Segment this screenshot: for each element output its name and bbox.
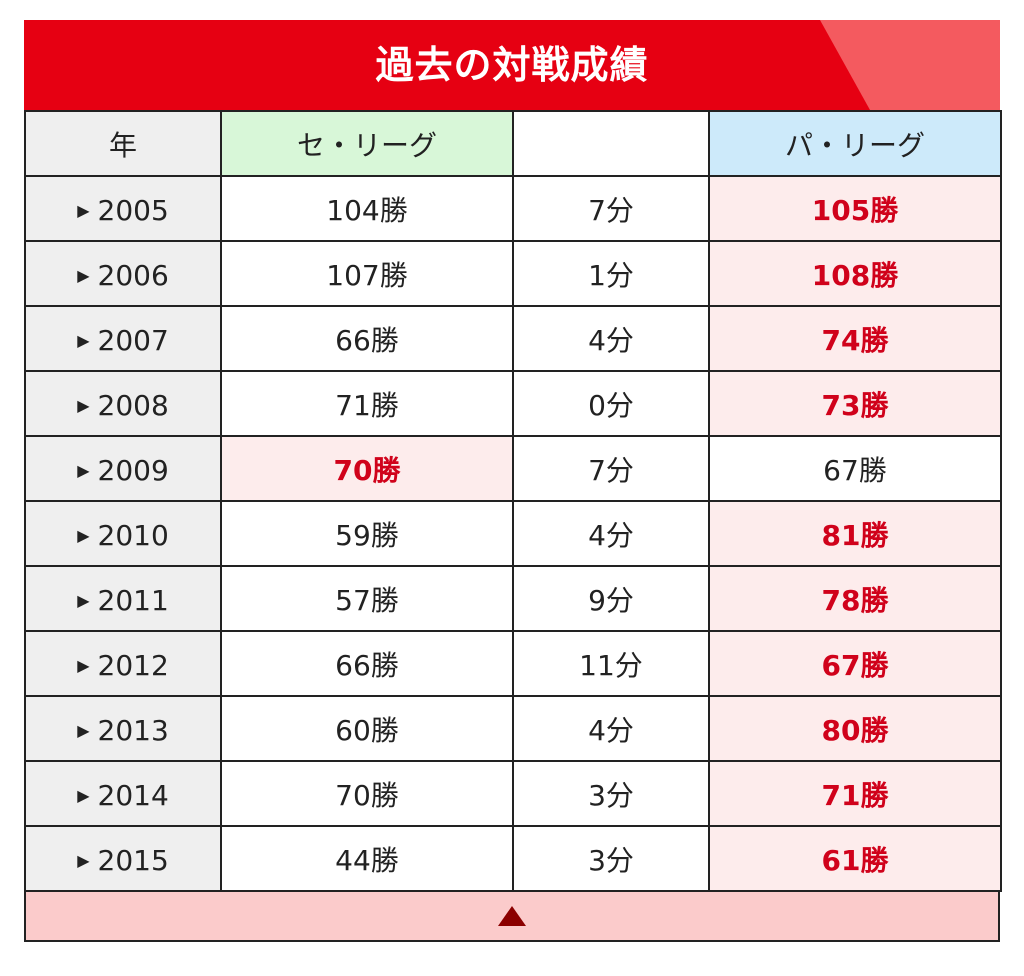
column-header-pacific-league: パ・リーグ [708, 110, 1002, 177]
column-header-year: 年 [24, 110, 222, 177]
year-link[interactable]: ▶ 2009 [77, 454, 169, 487]
year-label: 2006 [97, 259, 169, 292]
year-link[interactable]: ▶ 2014 [77, 779, 169, 812]
column-header-draws [512, 110, 710, 177]
table-row: ▶ 2013 60勝 4分 80勝 [24, 695, 1002, 762]
triangle-right-icon: ▶ [77, 331, 90, 350]
year-link[interactable]: ▶ 2010 [77, 519, 169, 552]
draws-count: 4分 [512, 500, 710, 567]
pacific-league-wins: 105勝 [708, 175, 1002, 242]
draws-count: 9分 [512, 565, 710, 632]
year-label: 2009 [97, 454, 169, 487]
draws-count: 1分 [512, 240, 710, 307]
year-label: 2014 [97, 779, 169, 812]
year-label: 2011 [97, 584, 169, 617]
year-link[interactable]: ▶ 2013 [77, 714, 169, 747]
triangle-right-icon: ▶ [77, 396, 90, 415]
table-row: ▶ 2005 104勝 7分 105勝 [24, 175, 1002, 242]
table-row: ▶ 2008 71勝 0分 73勝 [24, 370, 1002, 437]
central-league-wins: 44勝 [220, 825, 514, 892]
triangle-right-icon: ▶ [77, 266, 90, 285]
table-row: ▶ 2007 66勝 4分 74勝 [24, 305, 1002, 372]
year-label: 2008 [97, 389, 169, 422]
pacific-league-wins: 67勝 [708, 435, 1002, 502]
year-cell[interactable]: ▶ 2014 [24, 760, 222, 827]
draws-count: 7分 [512, 435, 710, 502]
year-label: 2012 [97, 649, 169, 682]
table-row: ▶ 2010 59勝 4分 81勝 [24, 500, 1002, 567]
central-league-wins: 57勝 [220, 565, 514, 632]
year-cell[interactable]: ▶ 2009 [24, 435, 222, 502]
year-cell[interactable]: ▶ 2006 [24, 240, 222, 307]
pacific-league-wins: 74勝 [708, 305, 1002, 372]
draws-count: 4分 [512, 695, 710, 762]
year-cell[interactable]: ▶ 2011 [24, 565, 222, 632]
central-league-wins: 59勝 [220, 500, 514, 567]
triangle-right-icon: ▶ [77, 591, 90, 610]
pacific-league-wins: 81勝 [708, 500, 1002, 567]
central-league-wins: 104勝 [220, 175, 514, 242]
central-league-wins: 60勝 [220, 695, 514, 762]
pacific-league-wins: 67勝 [708, 630, 1002, 697]
year-link[interactable]: ▶ 2011 [77, 584, 169, 617]
year-link[interactable]: ▶ 2006 [77, 259, 169, 292]
table-header-row: 年 セ・リーグ パ・リーグ [24, 110, 1002, 177]
table-footer [24, 892, 1000, 942]
history-panel: 過去の対戦成績 年 セ・リーグ パ・リーグ ▶ 2005 104勝 7分 105勝 ▶ 20… [24, 20, 1002, 942]
central-league-wins: 66勝 [220, 305, 514, 372]
year-label: 2010 [97, 519, 169, 552]
year-link[interactable]: ▶ 2008 [77, 389, 169, 422]
column-header-central-league: セ・リーグ [220, 110, 514, 177]
triangle-right-icon: ▶ [77, 786, 90, 805]
triangle-right-icon: ▶ [77, 461, 90, 480]
pacific-league-wins: 80勝 [708, 695, 1002, 762]
pacific-league-wins: 78勝 [708, 565, 1002, 632]
pacific-league-wins: 61勝 [708, 825, 1002, 892]
year-link[interactable]: ▶ 2012 [77, 649, 169, 682]
year-link[interactable]: ▶ 2005 [77, 194, 169, 227]
year-cell[interactable]: ▶ 2010 [24, 500, 222, 567]
year-label: 2013 [97, 714, 169, 747]
draws-count: 3分 [512, 825, 710, 892]
table-row: ▶ 2006 107勝 1分 108勝 [24, 240, 1002, 307]
triangle-right-icon: ▶ [77, 851, 90, 870]
table-row: ▶ 2014 70勝 3分 71勝 [24, 760, 1002, 827]
year-link[interactable]: ▶ 2015 [77, 844, 169, 877]
year-cell[interactable]: ▶ 2007 [24, 305, 222, 372]
year-label: 2015 [97, 844, 169, 877]
table-row: ▶ 2011 57勝 9分 78勝 [24, 565, 1002, 632]
draws-count: 0分 [512, 370, 710, 437]
central-league-wins: 107勝 [220, 240, 514, 307]
year-cell[interactable]: ▶ 2008 [24, 370, 222, 437]
triangle-right-icon: ▶ [77, 526, 90, 545]
triangle-right-icon: ▶ [77, 201, 90, 220]
central-league-wins: 66勝 [220, 630, 514, 697]
triangle-right-icon: ▶ [77, 656, 90, 675]
table-row: ▶ 2015 44勝 3分 61勝 [24, 825, 1002, 892]
pacific-league-wins: 73勝 [708, 370, 1002, 437]
triangle-up-icon[interactable] [498, 906, 526, 926]
year-label: 2007 [97, 324, 169, 357]
draws-count: 4分 [512, 305, 710, 372]
pacific-league-wins: 71勝 [708, 760, 1002, 827]
year-cell[interactable]: ▶ 2012 [24, 630, 222, 697]
year-link[interactable]: ▶ 2007 [77, 324, 169, 357]
year-cell[interactable]: ▶ 2005 [24, 175, 222, 242]
triangle-right-icon: ▶ [77, 721, 90, 740]
pacific-league-wins: 108勝 [708, 240, 1002, 307]
central-league-wins: 71勝 [220, 370, 514, 437]
table-row: ▶ 2012 66勝 11分 67勝 [24, 630, 1002, 697]
panel-title: 過去の対戦成績 [375, 43, 649, 87]
results-table: 年 セ・リーグ パ・リーグ ▶ 2005 104勝 7分 105勝 ▶ 2006 107勝 1分… [24, 110, 1002, 892]
year-cell[interactable]: ▶ 2015 [24, 825, 222, 892]
table-row: ▶ 2009 70勝 7分 67勝 [24, 435, 1002, 502]
draws-count: 7分 [512, 175, 710, 242]
year-label: 2005 [97, 194, 169, 227]
central-league-wins: 70勝 [220, 435, 514, 502]
year-cell[interactable]: ▶ 2013 [24, 695, 222, 762]
central-league-wins: 70勝 [220, 760, 514, 827]
panel-header: 過去の対戦成績 [24, 20, 1000, 110]
draws-count: 3分 [512, 760, 710, 827]
draws-count: 11分 [512, 630, 710, 697]
